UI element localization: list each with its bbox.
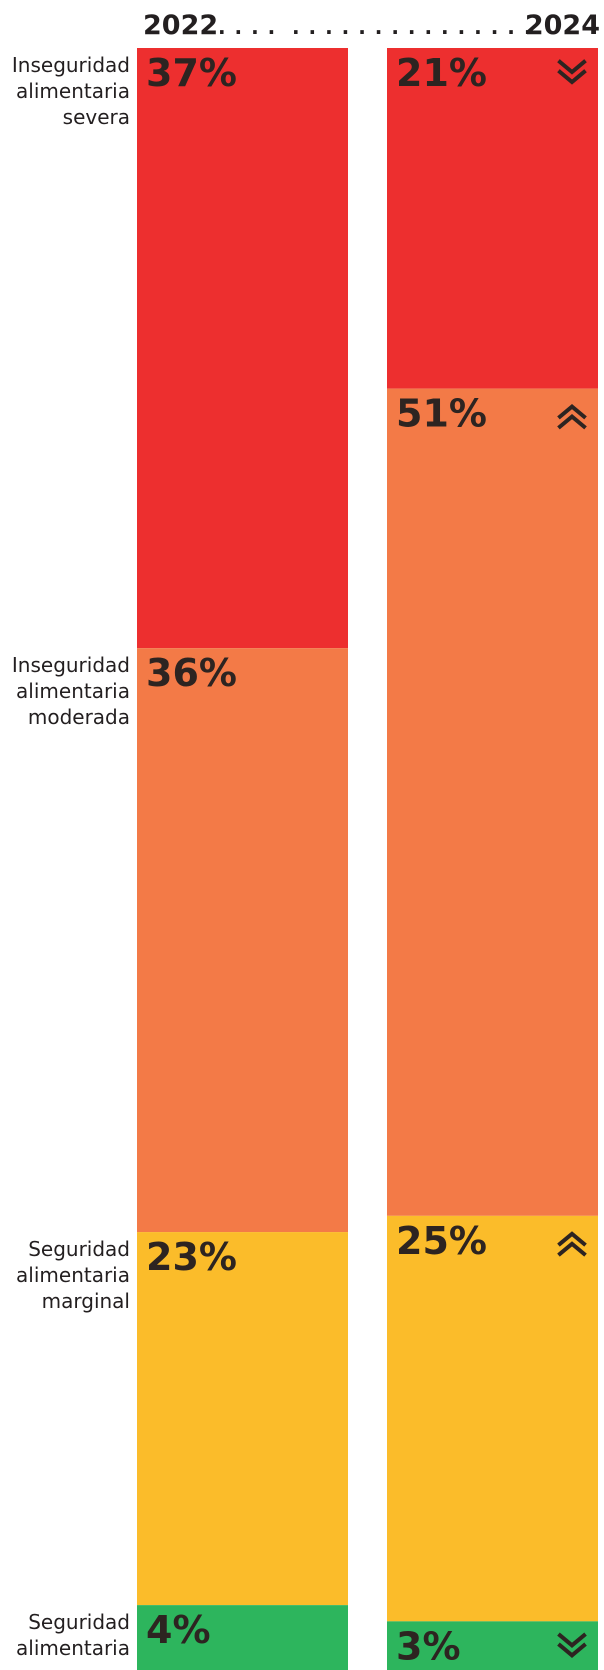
bar-segment-2022-seguridad-alimentaria bbox=[137, 1605, 348, 1670]
bar-segment-2022-inseguridad-alimentaria-severa bbox=[137, 48, 348, 649]
category-label-seguridad-alimentaria-marginal-line-1: alimentaria bbox=[16, 1263, 130, 1287]
value-label-2024-seguridad-alimentaria-marginal: 25% bbox=[396, 1219, 487, 1263]
double-chevron-down-icon-inseguridad-alimentaria-severa bbox=[557, 59, 587, 85]
value-label-2022-seguridad-alimentaria: 4% bbox=[146, 1608, 211, 1652]
category-label-inseguridad-alimentaria-moderada-line-0: Inseguridad bbox=[12, 653, 130, 677]
category-label-inseguridad-alimentaria-moderada-line-1: alimentaria bbox=[16, 679, 130, 703]
value-label-2024-seguridad-alimentaria: 3% bbox=[396, 1624, 461, 1668]
bar-segment-2022-inseguridad-alimentaria-moderada bbox=[137, 648, 348, 1233]
category-label-inseguridad-alimentaria-severa-line-2: severa bbox=[63, 105, 130, 129]
bar-segments: 37% 36% 23% 4% 21% 51% 25% 3% bbox=[137, 48, 598, 1670]
category-labels: InseguridadalimentariaseveraInseguridada… bbox=[12, 53, 130, 1660]
double-chevron-up-icon-seguridad-alimentaria-marginal bbox=[557, 1231, 587, 1257]
category-label-inseguridad-alimentaria-moderada-line-2: moderada bbox=[28, 705, 130, 729]
category-label-seguridad-alimentaria-line-1: alimentaria bbox=[16, 1636, 130, 1660]
double-chevron-down-icon-seguridad-alimentaria bbox=[557, 1632, 587, 1658]
bar-segment-2022-seguridad-alimentaria-marginal bbox=[137, 1232, 348, 1606]
year-label-left: 2022 bbox=[143, 10, 218, 41]
value-label-2024-inseguridad-alimentaria-moderada: 51% bbox=[396, 392, 487, 436]
value-label-2024-inseguridad-alimentaria-severa: 21% bbox=[396, 51, 487, 95]
category-label-seguridad-alimentaria-line-0: Seguridad bbox=[28, 1610, 130, 1634]
bar-segment-2024-inseguridad-alimentaria-moderada bbox=[387, 388, 598, 1216]
category-label-seguridad-alimentaria-marginal-line-0: Seguridad bbox=[28, 1237, 130, 1261]
double-chevron-up-icon-inseguridad-alimentaria-moderada bbox=[557, 404, 587, 430]
bar-segment-2024-inseguridad-alimentaria-severa bbox=[387, 48, 598, 389]
category-label-inseguridad-alimentaria-severa-line-0: Inseguridad bbox=[12, 53, 130, 77]
year-label-right: 2024 bbox=[525, 10, 600, 41]
value-label-2022-inseguridad-alimentaria-severa: 37% bbox=[146, 51, 237, 95]
year-header: 2022. . . . . . . . . . . . . . . . . . .… bbox=[143, 10, 600, 41]
value-label-2022-inseguridad-alimentaria-moderada: 36% bbox=[146, 651, 237, 695]
value-label-2022-seguridad-alimentaria-marginal: 23% bbox=[146, 1235, 237, 1279]
year-dots-right: . . . . . . . . . . . . . . . bbox=[292, 15, 532, 39]
category-label-seguridad-alimentaria-marginal-line-2: marginal bbox=[42, 1289, 130, 1313]
category-label-inseguridad-alimentaria-severa-line-1: alimentaria bbox=[16, 79, 130, 103]
bar-segment-2024-seguridad-alimentaria-marginal bbox=[387, 1215, 598, 1622]
year-dots-left: . . . . bbox=[218, 15, 276, 39]
